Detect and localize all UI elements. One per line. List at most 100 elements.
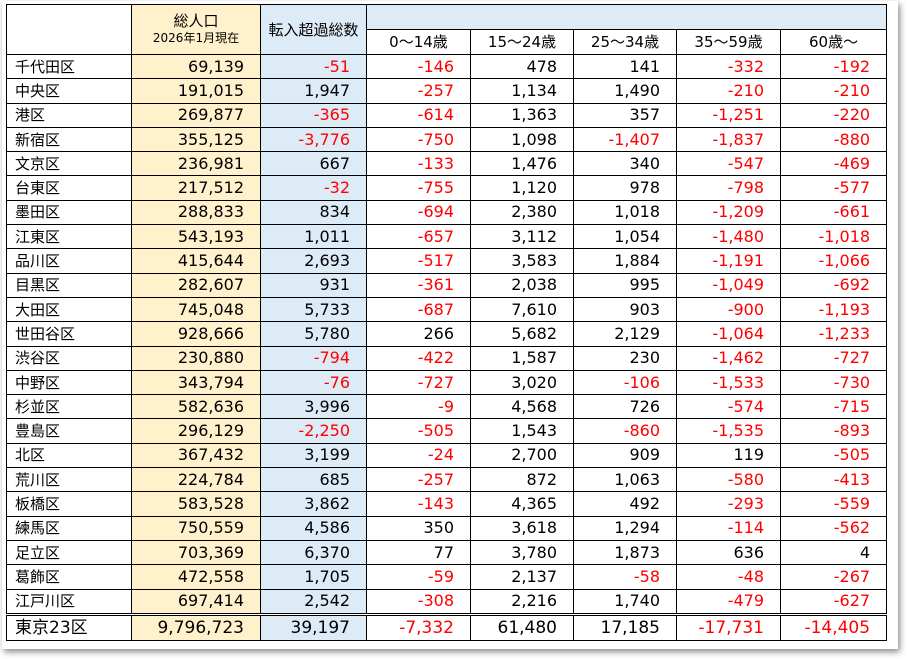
value-cell: 191,015 <box>131 78 261 104</box>
value-cell: -1,233 <box>779 321 888 347</box>
value-cell: -308 <box>366 588 471 615</box>
value-cell: 1,873 <box>573 539 677 566</box>
value-cell: 3,112 <box>470 224 574 250</box>
age-group-header: 15～24歳 <box>470 29 574 55</box>
value-cell: -1,193 <box>779 296 888 323</box>
ward-name: 渋谷区 <box>6 345 132 371</box>
ward-row: 中野区 343,794 -76 -727 3,020 -106 -1,533 -730 <box>6 369 888 396</box>
value-cell: 1,098 <box>470 126 574 153</box>
value-cell: -422 <box>366 345 471 371</box>
value-cell: 9,796,723 <box>131 612 261 641</box>
ward-name: 品川区 <box>6 248 132 274</box>
ward-row: 北区 367,432 3,199 -24 2,700 909 119 -505 <box>6 442 888 469</box>
ward-row: 文京区 236,981 667 -133 1,476 340 -547 -469 <box>6 151 888 177</box>
population-title: 総人口 <box>173 12 219 30</box>
value-cell: -687 <box>366 296 471 323</box>
value-cell: 636 <box>676 539 781 566</box>
value-cell: -76 <box>260 369 367 396</box>
value-cell: -210 <box>676 78 781 104</box>
value-cell: -860 <box>573 418 677 444</box>
value-cell: 39,197 <box>260 612 367 641</box>
value-cell: 2,700 <box>470 442 574 469</box>
value-cell: 685 <box>260 467 367 493</box>
value-cell: -1,407 <box>573 126 677 153</box>
value-cell: -505 <box>366 418 471 444</box>
value-cell: -661 <box>779 199 888 226</box>
ward-row: 杉並区 582,636 3,996 -9 4,568 726 -574 -715 <box>6 394 888 420</box>
value-cell: 2,380 <box>470 199 574 226</box>
value-cell: 61,480 <box>470 612 574 641</box>
value-cell: 750,559 <box>131 515 261 541</box>
value-cell: -479 <box>676 588 781 615</box>
value-cell: 2,137 <box>470 564 574 590</box>
ward-name: 江戸川区 <box>6 588 132 615</box>
value-cell: -517 <box>366 248 471 274</box>
value-cell: -267 <box>779 564 888 590</box>
value-cell: -1,049 <box>676 272 781 298</box>
value-cell: -133 <box>366 151 471 177</box>
value-cell: 343,794 <box>131 369 261 396</box>
value-cell: 217,512 <box>131 175 261 201</box>
value-cell: 1,705 <box>260 564 367 590</box>
header-row: 総人口 2026年1月現在 転入超過総数 <box>6 4 888 55</box>
value-cell: -755 <box>366 175 471 201</box>
value-cell: 3,780 <box>470 539 574 566</box>
value-cell: -1,533 <box>676 369 781 396</box>
ward-name: 文京区 <box>6 151 132 177</box>
value-cell: -1,209 <box>676 199 781 226</box>
value-cell: 1,294 <box>573 515 677 541</box>
ward-name: 荒川区 <box>6 467 132 493</box>
ward-row: 練馬区 750,559 4,586 350 3,618 1,294 -114 -562 <box>6 515 888 541</box>
value-cell: 1,011 <box>260 224 367 250</box>
value-cell: -798 <box>676 175 781 201</box>
value-cell: -146 <box>366 53 471 80</box>
value-cell: -293 <box>676 491 781 517</box>
age-group-header: 0～14歳 <box>366 29 471 55</box>
ward-name: 北区 <box>6 442 132 469</box>
value-cell: -1,191 <box>676 248 781 274</box>
ward-name: 墨田区 <box>6 199 132 226</box>
value-cell: 17,185 <box>573 612 677 641</box>
value-cell: -210 <box>779 78 888 104</box>
value-cell: -1,480 <box>676 224 781 250</box>
ward-row: 葛飾区 472,558 1,705 -59 2,137 -58 -48 -267 <box>6 564 888 590</box>
ward-name: 江東区 <box>6 224 132 250</box>
value-cell: 3,583 <box>470 248 574 274</box>
value-cell: -1,018 <box>779 224 888 250</box>
value-cell: 478 <box>470 53 574 80</box>
value-cell: 1,740 <box>573 588 677 615</box>
value-cell: -3,776 <box>260 126 367 153</box>
value-cell: 4 <box>779 539 888 566</box>
ward-row: 世田谷区 928,666 5,780 266 5,682 2,129 -1,064 -1,23… <box>6 321 888 347</box>
ward-name: 千代田区 <box>6 53 132 80</box>
value-cell: -657 <box>366 224 471 250</box>
value-cell: -1,064 <box>676 321 781 347</box>
age-group-header: 25～34歳 <box>573 29 677 55</box>
ward-name: 葛飾区 <box>6 564 132 590</box>
ward-name: 世田谷区 <box>6 321 132 347</box>
value-cell: 288,833 <box>131 199 261 226</box>
value-cell: -17,731 <box>676 612 781 641</box>
value-cell: 1,490 <box>573 78 677 104</box>
value-cell: 6,370 <box>260 539 367 566</box>
value-cell: 1,018 <box>573 199 677 226</box>
value-cell: 703,369 <box>131 539 261 566</box>
value-cell: 5,780 <box>260 321 367 347</box>
value-cell: -715 <box>779 394 888 420</box>
value-cell: 69,139 <box>131 53 261 80</box>
value-cell: 492 <box>573 491 677 517</box>
value-cell: 2,129 <box>573 321 677 347</box>
value-cell: -1,066 <box>779 248 888 274</box>
ward-name: 東京23区 <box>6 612 132 641</box>
value-cell: 3,618 <box>470 515 574 541</box>
value-cell: 5,733 <box>260 296 367 323</box>
ward-row: 大田区 745,048 5,733 -687 7,610 903 -900 -1,193 <box>6 296 888 323</box>
value-cell: -692 <box>779 272 888 298</box>
value-cell: 931 <box>260 272 367 298</box>
value-cell: -7,332 <box>366 612 471 641</box>
value-cell: 583,528 <box>131 491 261 517</box>
ward-row: 新宿区 355,125 -3,776 -750 1,098 -1,407 -1,837 -88… <box>6 126 888 153</box>
population-header: 総人口 2026年1月現在 <box>131 4 261 55</box>
value-cell: 697,414 <box>131 588 261 615</box>
